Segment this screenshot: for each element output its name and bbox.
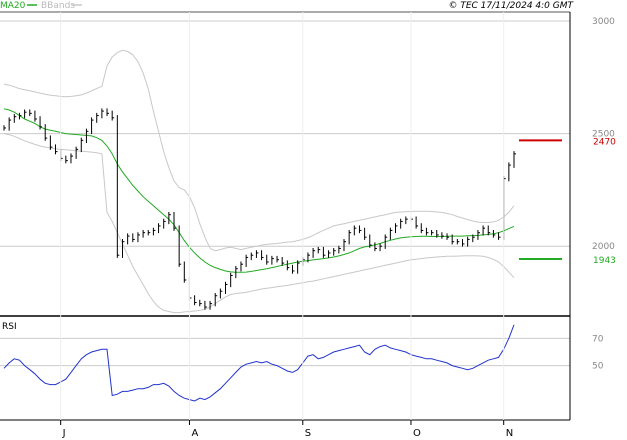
level-label: 2470 xyxy=(593,137,616,147)
price-y-tick-label: 3000 xyxy=(592,17,615,27)
legend: MA20 BBands xyxy=(0,1,82,11)
rsi-gridlines xyxy=(0,337,570,367)
x-tick-label: S xyxy=(305,428,311,439)
price-y-tick-label: 2000 xyxy=(592,242,615,252)
x-tick-label: O xyxy=(413,428,421,439)
price-gridlines xyxy=(0,20,570,247)
bollinger-bands xyxy=(3,49,515,314)
legend-bbands: BBands xyxy=(41,1,75,11)
ma20-line-group xyxy=(3,108,515,273)
rsi-line xyxy=(3,324,515,402)
rsi-panel: RSI 50 70 xyxy=(0,322,604,421)
rsi-y-tick-label: 70 xyxy=(592,334,604,344)
rsi-line-group xyxy=(3,324,515,402)
copyright-text: © TEC 17/11/2024 4:0 GMT xyxy=(448,1,574,11)
bbands-lower-line xyxy=(3,133,515,314)
price-y-tick-labels: 2000 2500 3000 xyxy=(592,17,615,252)
x-tick-label: A xyxy=(191,428,198,439)
level-label: 1943 xyxy=(593,256,616,266)
ma20-line xyxy=(3,108,515,273)
rsi-y-tick-label: 50 xyxy=(592,362,604,372)
legend-ma20: MA20 xyxy=(0,1,26,11)
bbands-upper-line xyxy=(3,49,515,252)
price-panel: 2000 2500 3000 2470 1943 xyxy=(0,11,616,317)
x-tick-label: J xyxy=(62,428,66,439)
rsi-title: RSI xyxy=(2,322,17,332)
x-tick-label: N xyxy=(506,428,513,439)
price-y-tick-label: 2500 xyxy=(592,130,615,140)
rsi-y-tick-labels: 50 70 xyxy=(592,334,604,371)
price-levels: 2470 1943 xyxy=(519,137,616,266)
